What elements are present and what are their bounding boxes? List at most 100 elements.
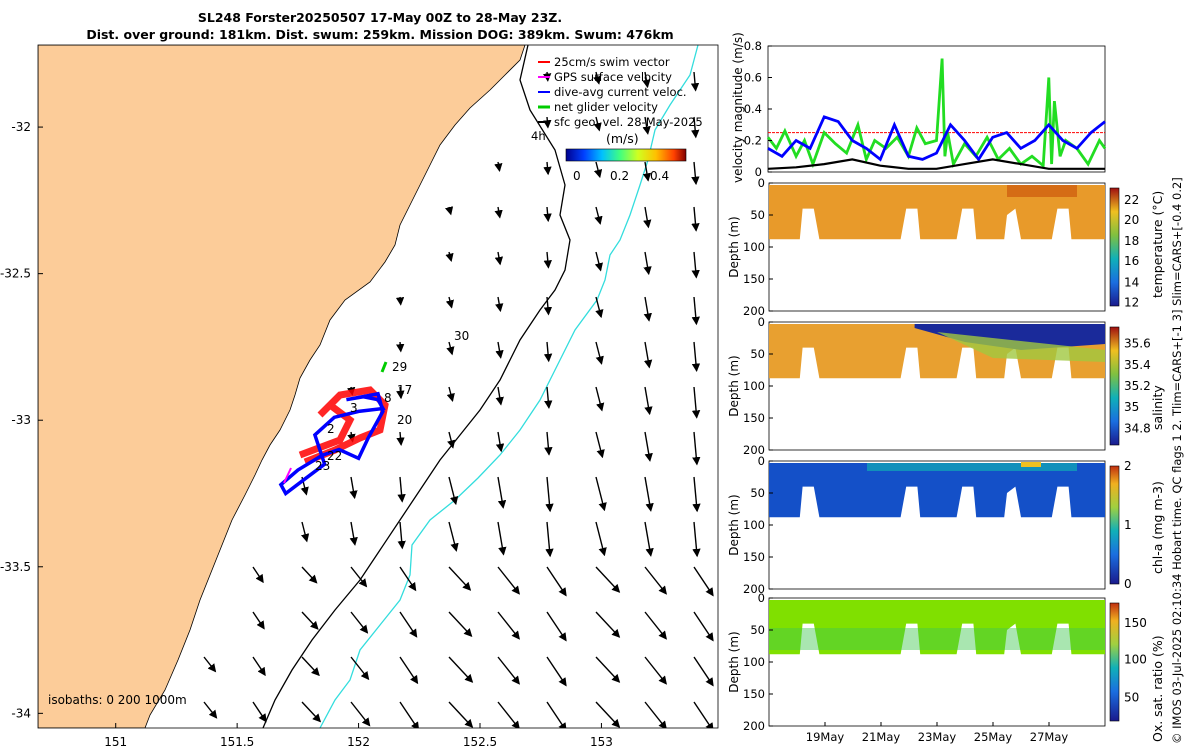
map-x-tick-label: 153 bbox=[590, 735, 613, 749]
section-y-tick-label: 0 bbox=[758, 315, 765, 329]
map-y-tick-label: -34 bbox=[11, 706, 31, 720]
day-label: 29 bbox=[392, 360, 407, 374]
geostrophic-vector bbox=[644, 701, 667, 728]
colorbar-tick-label: 2 bbox=[1124, 459, 1132, 473]
geostrophic-vector bbox=[693, 656, 714, 687]
colorbar-tick-label: 34.8 bbox=[1124, 421, 1151, 435]
geostrophic-vector bbox=[350, 701, 371, 727]
section-y-tick-label: 100 bbox=[743, 379, 765, 393]
geostrophic-vector bbox=[595, 566, 621, 593]
section-y-tick-label: 50 bbox=[750, 486, 765, 500]
geostrophic-vector bbox=[350, 566, 368, 588]
geostrophic-vector bbox=[495, 296, 504, 313]
legend-extra: 4h bbox=[531, 129, 546, 143]
geostrophic-vector bbox=[447, 431, 456, 449]
geostrophic-vector bbox=[301, 566, 318, 584]
track-map: 151 151.5 152 152.5 153 -32 -32.5 -33 -33.5 -34 2… bbox=[0, 44, 719, 749]
geostrophic-vector bbox=[444, 206, 454, 216]
geostrophic-vector bbox=[643, 251, 652, 276]
geostrophic-vector bbox=[691, 206, 700, 232]
geostrophic-vector bbox=[692, 476, 701, 513]
warm-surface-layer bbox=[1007, 185, 1077, 197]
section-panel: 0 50 100 150 200 Depth (m) 22 20 18 16 14 12 bbox=[727, 176, 1139, 318]
geostrophic-vector bbox=[642, 71, 651, 89]
section-colorbar bbox=[1109, 187, 1120, 307]
section-y-tick-label: 200 bbox=[743, 582, 765, 596]
geostrophic-vector bbox=[448, 521, 459, 552]
geostrophic-vector bbox=[399, 701, 420, 728]
section-y-tick-label: 100 bbox=[743, 518, 765, 532]
section-ylabel: Depth (m) bbox=[727, 216, 741, 277]
geostrophic-vector bbox=[349, 521, 358, 546]
geostrophic-vector bbox=[546, 701, 567, 728]
geostrophic-vector bbox=[349, 476, 358, 500]
velocity-series-line bbox=[767, 115, 1106, 162]
map-y-tick-label: -33.5 bbox=[0, 560, 31, 574]
geostrophic-vector bbox=[544, 431, 553, 456]
oxygen-mid-band bbox=[769, 628, 1105, 650]
geostrophic-vector bbox=[446, 341, 455, 356]
geostrophic-vector bbox=[693, 566, 714, 597]
colorbar-tick-label: 35.4 bbox=[1124, 358, 1151, 372]
geostrophic-vector bbox=[546, 656, 567, 687]
geostrophic-vector bbox=[594, 251, 603, 272]
net-velocity-segment bbox=[380, 361, 388, 373]
day-label: 22 bbox=[327, 449, 342, 463]
geostrophic-vector bbox=[644, 386, 653, 416]
map-legend: 25cm/s swim vector GPS surface velocity … bbox=[531, 55, 703, 143]
isobath-label: isobaths: 0 200 1000m bbox=[48, 693, 187, 707]
chl-colorbar-label: chl-a (mg m-3) bbox=[1150, 481, 1165, 574]
swim-vectors bbox=[298, 386, 389, 466]
geostrophic-vector bbox=[448, 611, 473, 638]
geostrophic-vector bbox=[543, 251, 552, 269]
geostrophic-vector bbox=[301, 656, 320, 677]
legend-label: 25cm/s swim vector bbox=[554, 55, 670, 69]
geostrophic-vector bbox=[643, 296, 652, 322]
section-data-fill bbox=[769, 463, 1105, 518]
map-x-tick-label: 152 bbox=[347, 735, 370, 749]
colorbar-tick-label: 16 bbox=[1124, 254, 1139, 268]
geostrophic-vector bbox=[644, 521, 654, 557]
geostrophic-vector bbox=[203, 701, 218, 719]
geostrophic-vector bbox=[643, 206, 652, 229]
velocity-panel: 0 0.2 0.4 0.6 0.8 bbox=[744, 39, 1107, 179]
x-tick-label: 19May bbox=[806, 730, 845, 744]
geostrophic-vector bbox=[301, 611, 319, 630]
colorbar-tick-label: 1 bbox=[1124, 518, 1132, 532]
figure-title-line1: SL248 Forster20250507 17-May 00Z to 28-M… bbox=[197, 10, 563, 25]
isobath-200m bbox=[262, 45, 571, 728]
geostrophic-vector bbox=[595, 386, 605, 412]
colorbar-tick-label: 0 bbox=[1124, 577, 1132, 591]
geostrophic-vector bbox=[396, 386, 405, 400]
geostrophic-vector bbox=[252, 701, 267, 723]
geostrophic-vector bbox=[644, 566, 667, 595]
section-y-tick-label: 150 bbox=[743, 550, 765, 564]
section-y-tick-label: 150 bbox=[743, 411, 765, 425]
colorbar-tick-label: 35.2 bbox=[1124, 379, 1151, 393]
map-y-tick-label: -33 bbox=[11, 413, 31, 427]
geostrophic-vector bbox=[691, 296, 700, 326]
colorbar-tick: 0.4 bbox=[650, 169, 669, 183]
section-y-tick-label: 50 bbox=[750, 208, 765, 222]
geostrophic-vector bbox=[497, 476, 507, 509]
geostrophic-vector bbox=[497, 701, 520, 728]
geostrophic-vector bbox=[445, 296, 454, 309]
geostrophic-vector bbox=[397, 476, 406, 503]
geostrophic-vector bbox=[203, 656, 217, 673]
geostrophic-vector bbox=[595, 656, 621, 683]
figure-title-line2: Dist. over ground: 181km. Dist. swum: 25… bbox=[86, 27, 674, 42]
section-colorbar bbox=[1109, 602, 1120, 722]
colorbar-tick-label: 18 bbox=[1124, 234, 1139, 248]
geostrophic-vector bbox=[595, 701, 621, 728]
geostrophic-vector bbox=[690, 116, 700, 139]
velocity-y-tick-label: 0.6 bbox=[744, 71, 762, 85]
day-label: 20 bbox=[397, 413, 412, 427]
geostrophic-vector bbox=[494, 206, 503, 219]
temperature-colorbar-label: temperature (°C) bbox=[1150, 190, 1165, 298]
section-y-tick-label: 100 bbox=[743, 240, 765, 254]
section-y-tick-label: 0 bbox=[758, 454, 765, 468]
section-y-tick-label: 150 bbox=[743, 687, 765, 701]
colorbar-tick: 0.2 bbox=[610, 169, 629, 183]
geostrophic-vector bbox=[495, 431, 505, 453]
geostrophic-vector bbox=[494, 161, 503, 172]
